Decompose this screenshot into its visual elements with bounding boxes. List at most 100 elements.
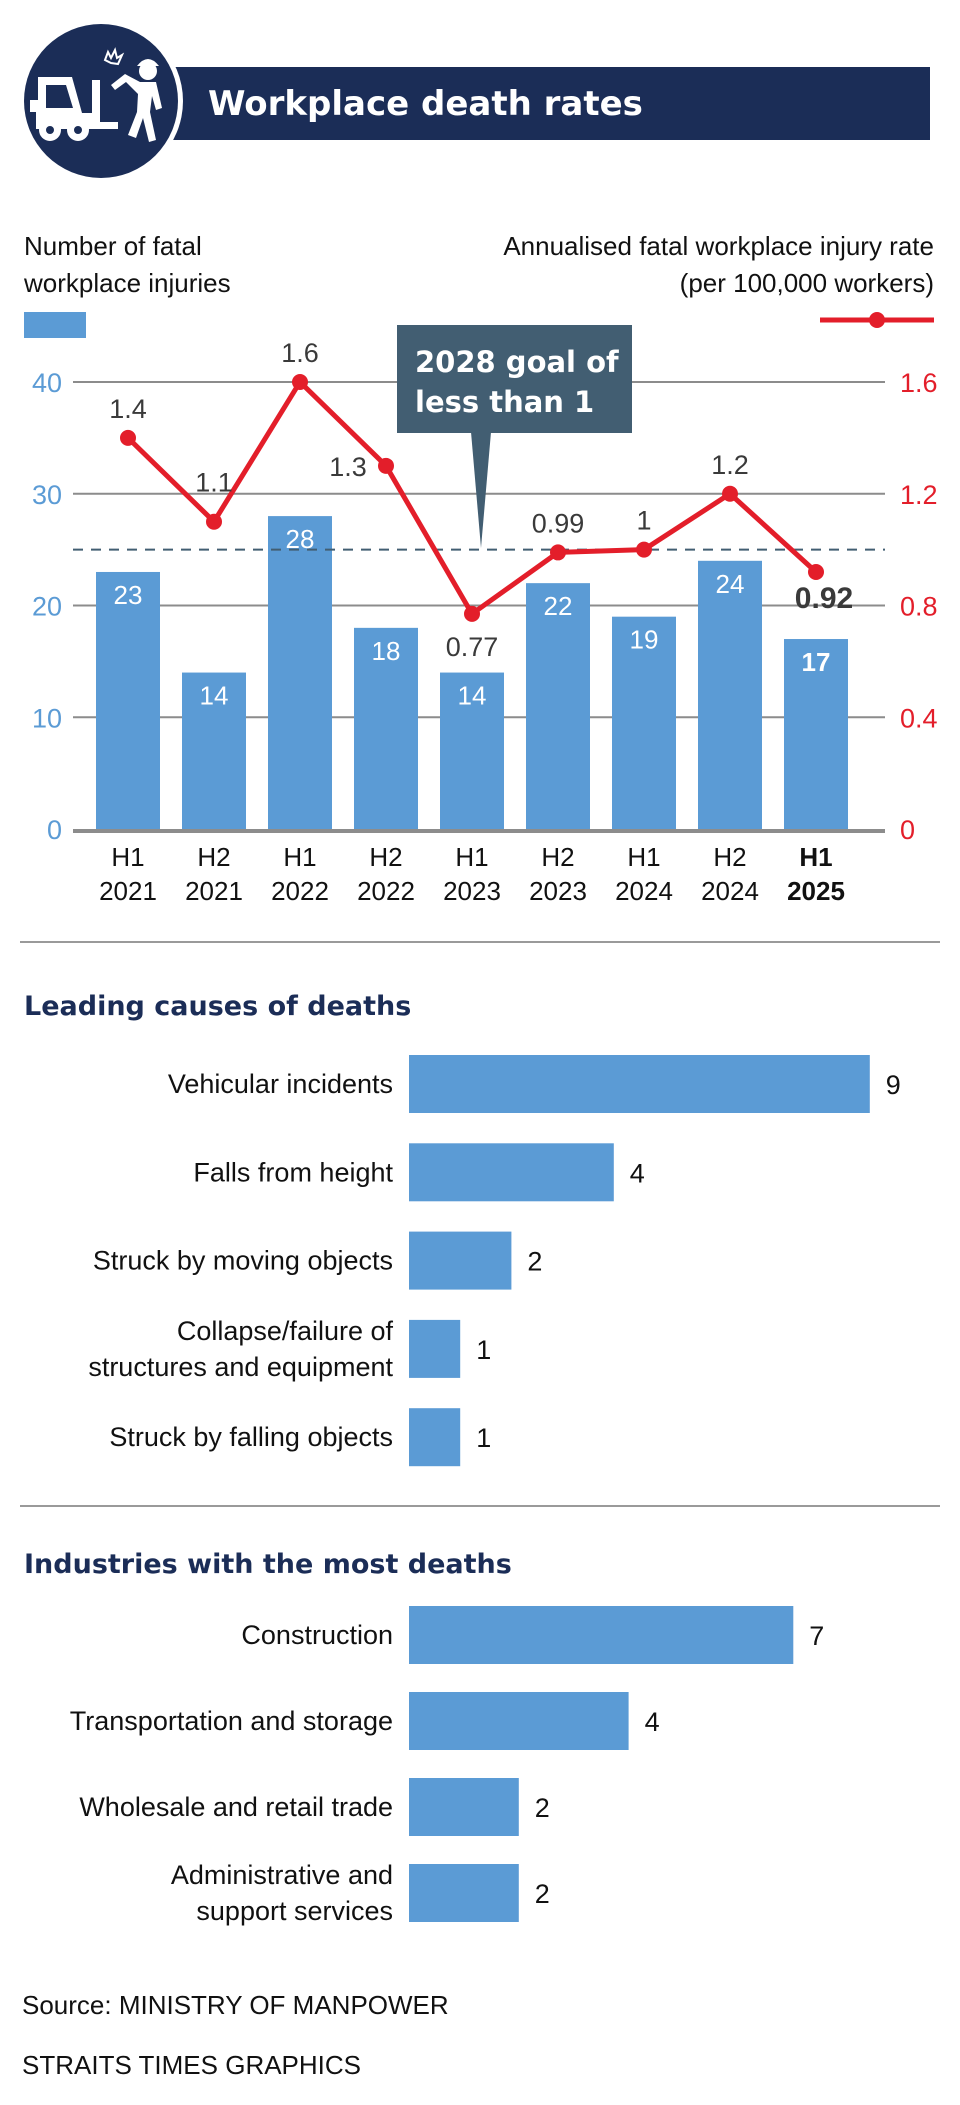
industry-bar	[409, 1606, 794, 1664]
bar-value-label: 1	[476, 1423, 491, 1453]
x-tick-label-half: H2	[197, 842, 230, 872]
goal-callout-pointer	[471, 432, 491, 548]
industry-label: support services	[196, 1896, 393, 1926]
industries-bars: 7 Construction 4 Transportation and storage…	[70, 1606, 824, 1926]
combo-chart: Number of fatal workplace injuries Annua…	[23, 231, 938, 906]
bar-value-label: 2	[535, 1879, 550, 1909]
cause-bar	[409, 1055, 870, 1113]
cause-bar	[409, 1231, 512, 1290]
cause-bar	[409, 1408, 461, 1467]
rate-point	[206, 513, 222, 530]
industry-label: Wholesale and retail trade	[79, 1792, 393, 1822]
bar-value-label: 22	[544, 591, 573, 621]
page-title: Workplace death rates	[208, 84, 643, 124]
x-tick-label-year: 2023	[529, 876, 587, 906]
rate-value-label: 1	[636, 506, 651, 536]
cause-label: Falls from height	[193, 1157, 393, 1187]
rate-point	[120, 429, 136, 446]
x-tick-label-half: H2	[369, 842, 402, 872]
industry-label: Administrative and	[171, 1860, 393, 1890]
bar	[268, 516, 332, 829]
bar-value-label: 24	[716, 569, 745, 599]
right-axis-title-line-2: (per 100,000 workers)	[680, 268, 934, 298]
right-axis-tick-label: 1.2	[900, 480, 938, 510]
goal-callout: 2028 goal of less than 1	[397, 325, 632, 548]
legend-bar-swatch	[24, 312, 86, 338]
x-tick-label-half: H1	[283, 842, 316, 872]
bar	[96, 571, 160, 829]
bar-value-label: 23	[114, 580, 143, 610]
rate-value-label: 1.3	[329, 452, 367, 482]
right-axis-tick-label: 1.6	[900, 368, 938, 398]
header-icon-circle	[24, 24, 178, 178]
bar	[440, 672, 504, 829]
bar-value-label: 9	[886, 1070, 901, 1100]
rate-value-label: 1.1	[195, 468, 233, 498]
x-tick-label-year: 2021	[185, 876, 243, 906]
cause-label: Collapse/failure of	[177, 1316, 394, 1346]
rate-point	[722, 485, 738, 502]
bar-value-label: 14	[200, 681, 229, 711]
right-axis-title-line-1: Annualised fatal workplace injury rate	[503, 231, 934, 261]
leading-causes-chart: Leading causes of deaths 9 Vehicular inci…	[24, 991, 901, 1467]
x-tick-label-year: 2023	[443, 876, 501, 906]
bar	[698, 560, 762, 829]
industries-heading: Industries with the most deaths	[24, 1549, 512, 1580]
x-axis-labels: H1 2021 H2 2021 H1 2022 H2 2022 H1 2023 H2 2023 H1 20…	[99, 842, 845, 906]
x-tick-label-half: H1	[111, 842, 144, 872]
x-tick-label-half: H1	[455, 842, 488, 872]
cause-label: Struck by falling objects	[109, 1422, 393, 1452]
left-axis-tick-label: 40	[32, 368, 62, 398]
left-axis-title-line-1: Number of fatal	[24, 231, 202, 261]
x-tick-label-year: 2021	[99, 876, 157, 906]
x-tick-label-half: H2	[541, 842, 574, 872]
source-note: Source: MINISTRY OF MANPOWER	[22, 1990, 449, 2020]
rate-value-label: 0.99	[532, 508, 585, 538]
industries-chart: Industries with the most deaths 7 Constru…	[24, 1549, 824, 1926]
cause-bar	[409, 1319, 461, 1378]
bar-value-label: 18	[372, 636, 401, 666]
right-axis-ticks: 0 0.4 0.8 1.2 1.6	[900, 368, 938, 845]
industry-bar	[409, 1778, 519, 1836]
bar-value-label: 19	[630, 625, 659, 655]
bar	[354, 627, 418, 829]
industry-label: Construction	[241, 1620, 393, 1650]
header: Workplace death rates	[19, 19, 930, 183]
bar-value-label: 14	[458, 681, 487, 711]
cause-label: Vehicular incidents	[168, 1069, 393, 1099]
cause-bar	[409, 1143, 614, 1202]
cause-label: structures and equipment	[88, 1352, 393, 1382]
bar-value-label: 2	[535, 1793, 550, 1823]
forklift-worker-accident-icon	[30, 47, 162, 142]
rate-value-label: 0.92	[795, 582, 853, 615]
right-axis-tick-label: 0	[900, 815, 915, 845]
rate-value-label: 1.6	[281, 338, 319, 368]
bar-value-label: 2	[527, 1247, 542, 1277]
bar	[526, 583, 590, 829]
rate-point	[464, 605, 480, 622]
line-series: 1.4 1.1 1.6 1.3 0.77 0.99 1 1.2 0.92	[109, 338, 853, 662]
right-axis-tick-label: 0.8	[900, 592, 938, 622]
left-axis-tick-label: 30	[32, 480, 62, 510]
industry-bar	[409, 1692, 629, 1750]
x-tick-label-year: 2024	[615, 876, 673, 906]
right-axis-tick-label: 0.4	[900, 703, 938, 733]
credit-note: STRAITS TIMES GRAPHICS	[22, 2050, 361, 2080]
bar	[784, 639, 848, 829]
x-tick-label-year: 2024	[701, 876, 759, 906]
rate-value-label: 1.4	[109, 394, 147, 424]
cause-label: Struck by moving objects	[93, 1246, 393, 1276]
left-axis-title-line-2: workplace injuries	[23, 268, 231, 298]
industry-label: Transportation and storage	[70, 1706, 393, 1736]
left-axis-ticks: 0 10 20 30 40	[32, 368, 62, 845]
x-tick-label-year: 2025	[787, 876, 845, 906]
bar-value-label: 4	[645, 1707, 660, 1737]
bar	[182, 672, 246, 829]
x-tick-label-half: H1	[627, 842, 660, 872]
left-axis-tick-label: 20	[32, 592, 62, 622]
goal-callout-line-2: less than 1	[415, 385, 594, 419]
legend-line-marker	[869, 312, 885, 328]
